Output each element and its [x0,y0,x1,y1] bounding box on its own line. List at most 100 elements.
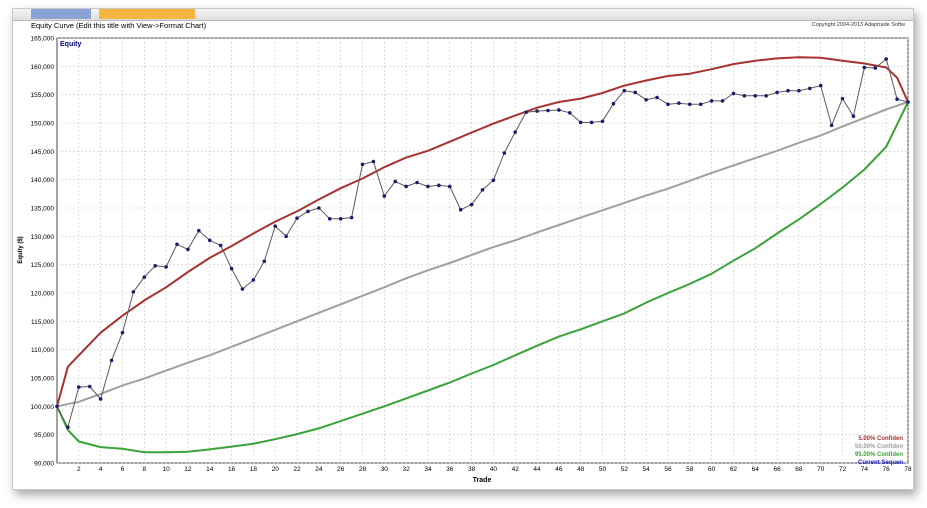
current-sequence-markers [55,57,910,430]
legend-entry-5pct: 5.00% Confiden [858,436,903,442]
current-sequence-point [327,216,332,221]
current-sequence-point [393,179,398,184]
y-tick-label: 160,000 [31,64,55,71]
y-tick-label: 140,000 [31,177,55,184]
x-tick-label: 48 [577,466,585,473]
y-tick-label: 125,000 [31,262,55,269]
x-tick-label: 14 [206,466,214,473]
current-sequence-point [371,159,376,164]
current-sequence-point [306,209,310,214]
y-tick-label: 100,000 [31,404,55,411]
current-sequence-point [186,247,190,252]
current-sequence-point [567,111,572,115]
current-sequence-point [284,234,288,239]
current-sequence-point [207,238,212,243]
current-sequence-point [502,151,507,155]
x-tick-label: 56 [664,466,672,473]
current-sequence-point [469,202,474,207]
y-tick-label: 105,000 [31,376,55,383]
current-sequence-point [851,114,856,118]
current-sequence-point [677,101,681,105]
current-sequence-point [535,109,539,113]
current-sequence-point [426,184,430,189]
current-sequence-point [698,102,703,107]
x-tick-label: 30 [381,466,389,473]
series-line-5pct [56,56,909,407]
current-sequence-point [447,184,452,189]
current-sequence-point [808,86,812,91]
current-sequence-point [720,99,725,103]
current-sequence-point [66,425,70,430]
current-sequence-point [338,216,343,221]
x-tick-label: 40 [490,466,498,473]
current-sequence-point [753,94,758,98]
current-sequence-point [109,358,114,363]
current-sequence-point [458,207,463,212]
equity-curve-chart: 90,000 95,000 100,000 105,000 110,000 115,000… [18,36,912,485]
current-sequence-point [557,108,561,112]
current-sequence-point [480,188,485,192]
y-tick-label: 120,000 [31,291,55,298]
current-sequence-point [262,259,267,264]
y-tick-label: 130,000 [31,234,55,241]
x-tick-label: 60 [708,466,716,473]
x-tick-label: 76 [883,466,891,473]
x-tick-label: 2 [77,466,81,473]
current-sequence-point [895,97,899,101]
current-sequence-point [77,385,81,389]
current-sequence-point [600,119,605,124]
current-sequence-point [666,102,670,107]
legend-entry-50pct: 50.00% Confiden [855,444,903,450]
y-axis-label: Equity ($) [18,236,24,263]
current-sequence-point [404,184,408,189]
current-sequence-point [295,216,299,220]
current-sequence-point [797,88,801,93]
x-tick-label: 46 [555,466,563,473]
current-sequence-point [764,94,768,98]
current-sequence-point [589,120,594,125]
toolbar-tab-2[interactable] [99,9,195,19]
x-tick-label: 38 [468,466,476,473]
x-tick-label: 36 [446,466,454,473]
current-sequence-point [513,130,518,134]
x-tick-label: 52 [621,466,629,473]
current-sequence-point [818,83,823,88]
x-tick-label: 72 [839,466,847,473]
y-tick-label: 155,000 [31,92,55,99]
x-tick-label: 44 [533,466,541,473]
current-sequence-point [491,178,496,183]
x-tick-label: 58 [686,466,694,473]
y-tick-label: 150,000 [31,121,55,128]
current-sequence-point [349,215,354,220]
x-tick-label: 16 [228,466,236,473]
current-sequence-point [709,99,714,103]
x-tick-label: 50 [599,466,607,473]
x-tick-label: 74 [861,466,869,473]
current-sequence-point [382,194,387,198]
current-sequence-point [622,88,627,93]
y-tick-label: 90,000 [34,461,54,468]
y-axis-ticks: 90,000 95,000 100,000 105,000 110,000 115,000… [31,36,55,468]
current-sequence-point [131,290,136,294]
x-tick-label: 18 [250,466,258,473]
x-tick-label: 10 [162,466,170,473]
x-tick-label: 28 [359,466,367,473]
current-sequence-point [218,243,223,248]
current-sequence-point [273,224,278,228]
x-tick-label: 8 [142,466,146,473]
x-tick-label: 24 [315,466,323,473]
y-tick-label: 165,000 [31,36,55,43]
current-sequence-point [240,287,245,291]
x-tick-label: 20 [272,466,280,473]
current-sequence-point [775,90,779,95]
current-sequence-point [906,100,910,104]
current-sequence-point [229,266,234,271]
x-tick-label: 32 [403,466,411,473]
series-line-50pct [56,101,909,408]
y-tick-label: 95,000 [34,432,54,439]
toolbar-tab-1[interactable] [31,9,91,19]
current-sequence-point [360,162,365,167]
x-tick-label: 62 [730,466,738,473]
current-sequence-point [87,384,92,389]
x-tick-label: 4 [99,466,103,473]
